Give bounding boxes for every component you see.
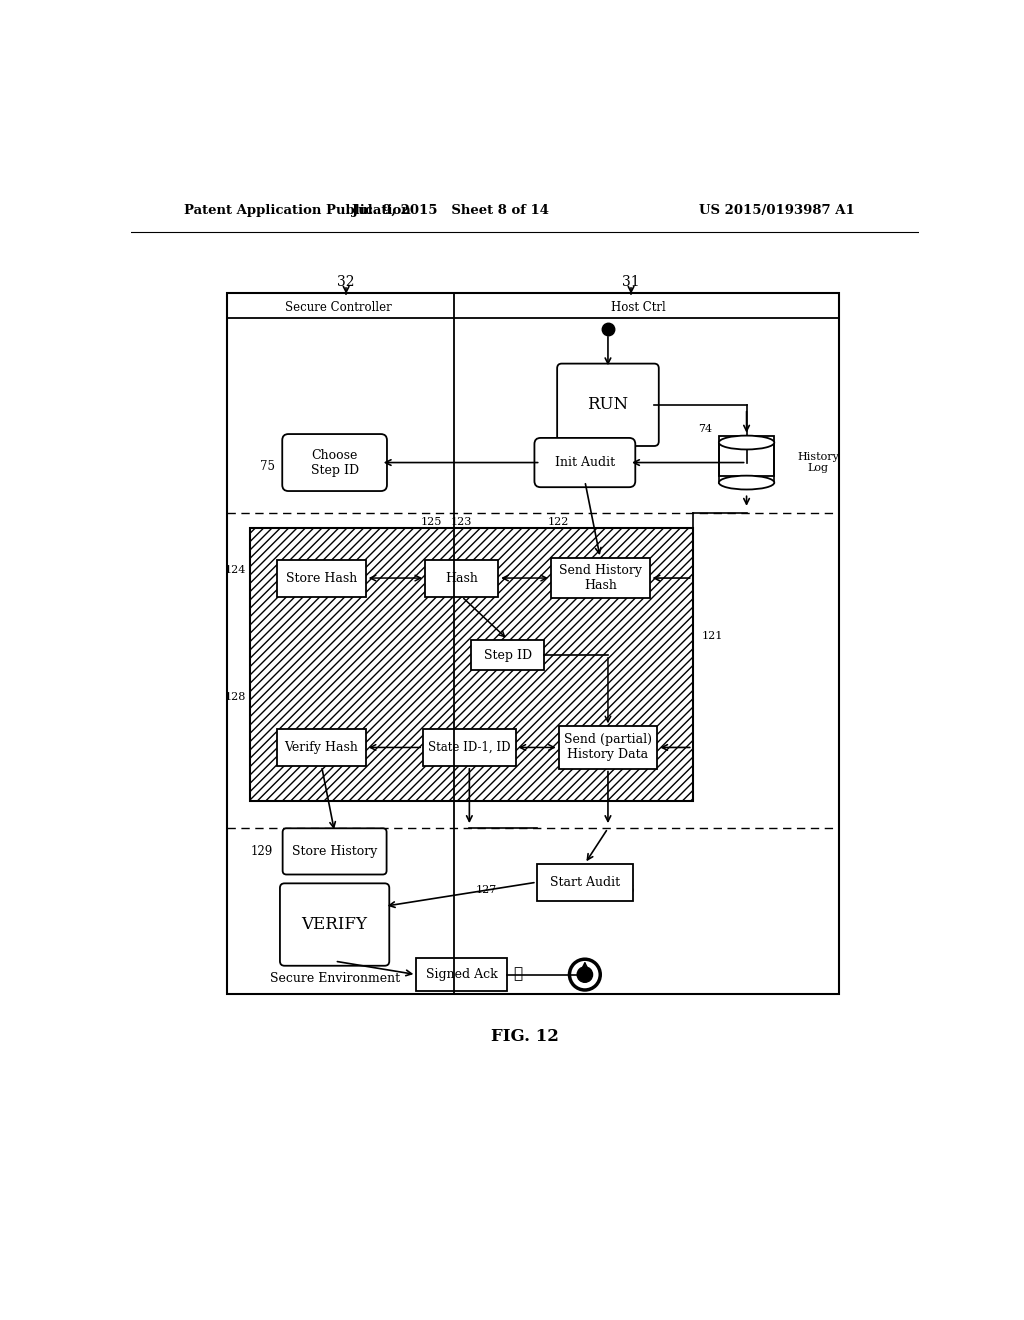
FancyBboxPatch shape — [280, 883, 389, 966]
Text: Hash: Hash — [445, 572, 478, 585]
Text: 128: 128 — [224, 693, 246, 702]
Ellipse shape — [719, 436, 774, 450]
FancyBboxPatch shape — [535, 438, 635, 487]
Text: Choose
Step ID: Choose Step ID — [310, 449, 358, 477]
FancyBboxPatch shape — [557, 363, 658, 446]
Bar — [416, 958, 507, 991]
Bar — [226, 293, 839, 994]
Text: US 2015/0193987 A1: US 2015/0193987 A1 — [698, 205, 854, 218]
FancyBboxPatch shape — [283, 829, 387, 875]
Text: Start Audit: Start Audit — [550, 875, 620, 888]
Text: 122: 122 — [547, 517, 568, 527]
Circle shape — [578, 966, 593, 982]
Bar — [278, 729, 366, 766]
Text: Secure Controller: Secure Controller — [285, 301, 392, 314]
Text: ✒: ✒ — [513, 968, 522, 982]
Bar — [278, 560, 366, 597]
Text: Store History: Store History — [292, 845, 377, 858]
Bar — [719, 436, 774, 475]
Text: 121: 121 — [701, 631, 723, 640]
Text: Jul. 9, 2015   Sheet 8 of 14: Jul. 9, 2015 Sheet 8 of 14 — [351, 205, 549, 218]
Text: State ID-1, ID: State ID-1, ID — [428, 741, 511, 754]
Text: 74: 74 — [698, 425, 713, 434]
Text: Store Hash: Store Hash — [286, 572, 357, 585]
Text: Init Audit: Init Audit — [555, 455, 615, 469]
FancyBboxPatch shape — [283, 434, 387, 491]
Text: RUN: RUN — [588, 396, 629, 413]
Bar — [250, 528, 692, 801]
Bar — [423, 729, 515, 766]
Text: Send (partial)
History Data: Send (partial) History Data — [564, 734, 652, 762]
Bar — [551, 558, 649, 598]
Bar — [537, 863, 633, 900]
Text: 32: 32 — [338, 275, 355, 289]
Text: Host Ctrl: Host Ctrl — [611, 301, 667, 314]
Text: Step ID: Step ID — [483, 648, 531, 661]
Text: 123: 123 — [451, 517, 472, 527]
Text: 31: 31 — [623, 275, 640, 289]
Text: 129: 129 — [251, 845, 272, 858]
Text: FIG. 12: FIG. 12 — [490, 1028, 559, 1044]
Bar — [471, 640, 545, 671]
Text: 124: 124 — [224, 565, 246, 576]
Text: Patent Application Publication: Patent Application Publication — [184, 205, 412, 218]
Text: Send History
Hash: Send History Hash — [559, 564, 642, 593]
Text: 126: 126 — [614, 884, 636, 895]
Text: History
Log: History Log — [798, 451, 840, 474]
Text: 125: 125 — [420, 517, 441, 527]
Bar — [425, 560, 499, 597]
Text: Signed Ack: Signed Ack — [426, 968, 498, 981]
Text: Verify Hash: Verify Hash — [285, 741, 358, 754]
Text: VERIFY: VERIFY — [302, 916, 368, 933]
Bar — [559, 726, 657, 768]
Text: 127: 127 — [475, 884, 497, 895]
Ellipse shape — [719, 475, 774, 490]
Text: 75: 75 — [259, 459, 274, 473]
Text: Secure Environment: Secure Environment — [269, 972, 399, 985]
